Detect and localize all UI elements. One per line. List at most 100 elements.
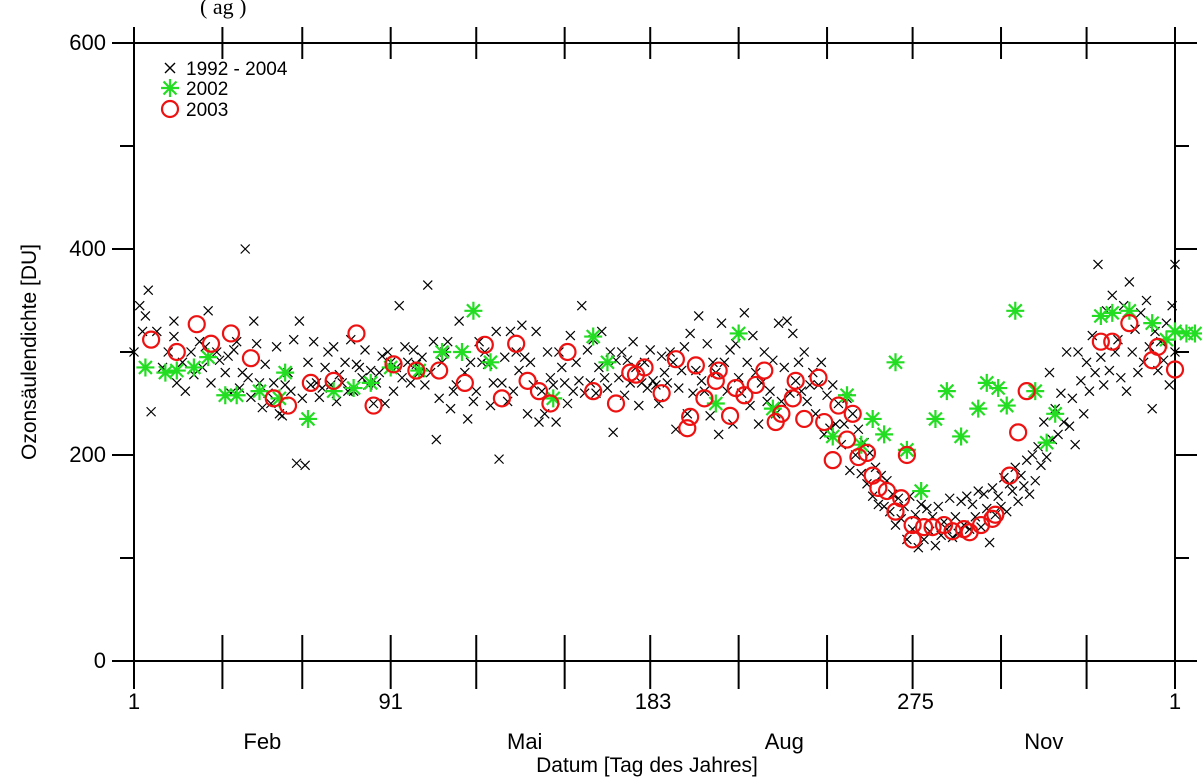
point-1992-2004 bbox=[702, 338, 713, 349]
point-2002 bbox=[1143, 314, 1162, 333]
legend-marker-1992-2004 bbox=[164, 62, 176, 74]
point-1992-2004 bbox=[1107, 290, 1118, 301]
point-2002 bbox=[886, 353, 905, 372]
point-1992-2004 bbox=[673, 383, 684, 393]
point-1992-2004 bbox=[802, 396, 813, 407]
point-2002 bbox=[199, 348, 218, 367]
point-1992-2004 bbox=[679, 341, 690, 352]
x-tick-label: 1 bbox=[1169, 689, 1181, 714]
point-1992-2004 bbox=[1033, 441, 1044, 452]
point-1992-2004 bbox=[1132, 367, 1143, 378]
point-1992-2004 bbox=[1024, 489, 1035, 500]
point-1992-2004 bbox=[365, 365, 376, 376]
point-1992-2004 bbox=[548, 380, 559, 390]
point-1992-2004 bbox=[462, 414, 473, 424]
point-1992-2004 bbox=[303, 357, 313, 368]
point-1992-2004 bbox=[651, 380, 661, 390]
point-1992-2004 bbox=[987, 483, 998, 493]
point-1992-2004 bbox=[308, 336, 319, 347]
point-1992-2004 bbox=[790, 375, 801, 386]
point-1992-2004 bbox=[240, 244, 251, 254]
point-1992-2004 bbox=[417, 352, 427, 363]
point-2003 bbox=[541, 394, 560, 413]
point-2002 bbox=[838, 386, 857, 405]
point-1992-2004 bbox=[1027, 450, 1038, 460]
point-1992-2004 bbox=[628, 336, 639, 347]
point-2003 bbox=[720, 406, 740, 425]
legend-marker-2002 bbox=[161, 79, 179, 97]
point-1992-2004 bbox=[1070, 439, 1081, 450]
point-2002 bbox=[729, 324, 748, 343]
point-1992-2004 bbox=[916, 499, 927, 510]
point-1992-2004 bbox=[508, 386, 519, 397]
point-1992-2004 bbox=[231, 336, 242, 347]
point-2002 bbox=[410, 361, 429, 380]
point-1992-2004 bbox=[394, 300, 405, 311]
point-2003 bbox=[187, 315, 206, 334]
point-1992-2004 bbox=[340, 357, 350, 368]
legend-label-2002: 2002 bbox=[186, 79, 228, 100]
point-1992-2004 bbox=[388, 386, 399, 397]
point-2003 bbox=[709, 361, 728, 380]
point-2003 bbox=[518, 371, 537, 390]
point-2002 bbox=[952, 427, 971, 446]
point-1992-2004 bbox=[767, 355, 778, 366]
point-1992-2004 bbox=[947, 532, 958, 543]
point-1992-2004 bbox=[257, 402, 268, 413]
point-2002 bbox=[344, 379, 363, 398]
point-2003 bbox=[823, 451, 842, 470]
point-2002 bbox=[863, 409, 882, 428]
point-2002 bbox=[452, 343, 471, 361]
point-1992-2004 bbox=[268, 377, 279, 388]
point-1992-2004 bbox=[1170, 347, 1180, 357]
point-1992-2004 bbox=[562, 398, 573, 409]
point-2002 bbox=[1166, 322, 1184, 341]
y-axis-label: Ozonsäulendichte [DU] bbox=[18, 244, 41, 460]
point-1992-2004 bbox=[129, 347, 139, 357]
point-2003 bbox=[407, 361, 426, 380]
point-2002 bbox=[989, 379, 1008, 398]
point-1992-2004 bbox=[1007, 486, 1018, 496]
point-1992-2004 bbox=[779, 362, 790, 373]
point-1992-2004 bbox=[140, 311, 151, 321]
point-1992-2004 bbox=[978, 489, 989, 500]
point-2003 bbox=[892, 489, 911, 508]
point-2002 bbox=[1120, 301, 1139, 320]
point-1992-2004 bbox=[246, 392, 256, 403]
x-tick-label: Aug bbox=[765, 729, 804, 754]
point-1992-2004 bbox=[1127, 347, 1138, 357]
point-1992-2004 bbox=[1090, 367, 1101, 378]
point-2003 bbox=[1017, 382, 1036, 401]
point-1992-2004 bbox=[816, 357, 827, 368]
point-2003 bbox=[384, 355, 403, 374]
point-2003 bbox=[903, 515, 922, 535]
point-2003 bbox=[686, 356, 705, 375]
point-2003 bbox=[986, 505, 1005, 524]
x-tick-label: 1 bbox=[128, 689, 140, 714]
point-1992-2004 bbox=[1121, 386, 1132, 397]
point-1992-2004 bbox=[665, 347, 676, 357]
point-1992-2004 bbox=[288, 334, 299, 345]
point-1992-2004 bbox=[1167, 300, 1178, 311]
point-1992-2004 bbox=[203, 305, 214, 316]
point-1992-2004 bbox=[633, 400, 644, 411]
point-1992-2004 bbox=[961, 491, 972, 502]
point-1992-2004 bbox=[1038, 417, 1049, 427]
point-1992-2004 bbox=[1041, 452, 1052, 462]
point-1992-2004 bbox=[708, 357, 718, 368]
point-1992-2004 bbox=[143, 285, 154, 296]
point-2003 bbox=[843, 404, 862, 423]
point-1992-2004 bbox=[169, 316, 179, 327]
point-1992-2004 bbox=[169, 331, 179, 342]
point-1992-2004 bbox=[847, 408, 858, 419]
point-1992-2004 bbox=[1098, 380, 1109, 390]
point-1992-2004 bbox=[1018, 480, 1029, 491]
point-1992-2004 bbox=[873, 499, 884, 510]
point-2002 bbox=[544, 389, 563, 408]
point-2003 bbox=[201, 334, 221, 353]
point-1992-2004 bbox=[599, 372, 610, 383]
point-2003 bbox=[869, 478, 888, 498]
point-2002 bbox=[706, 394, 725, 413]
point-1992-2004 bbox=[648, 375, 658, 386]
